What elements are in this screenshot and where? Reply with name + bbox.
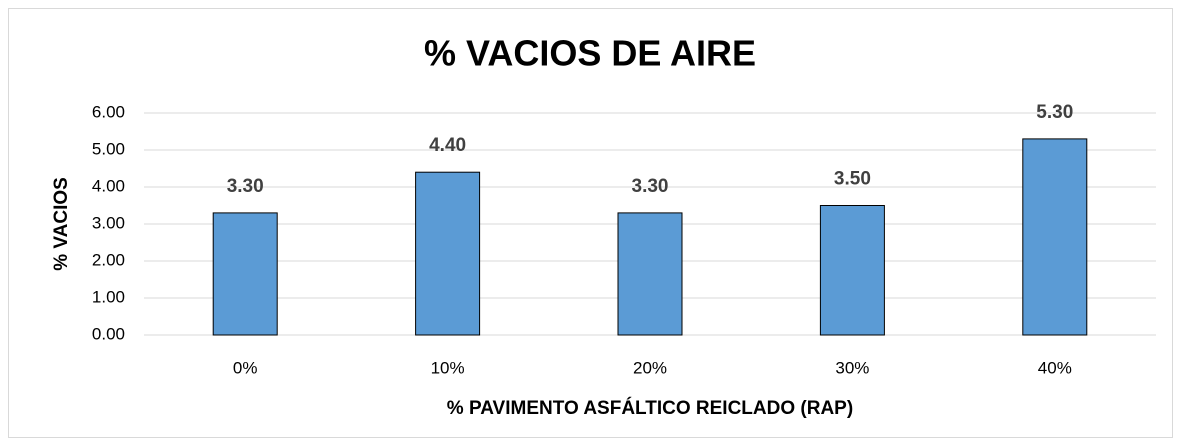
- y-tick-label: 5.00: [92, 139, 125, 158]
- x-tick-label: 10%: [431, 358, 465, 377]
- chart-title: % VACIOS DE AIRE: [424, 33, 756, 74]
- value-label: 3.30: [227, 176, 264, 197]
- y-axis-label: % VACIOS: [51, 177, 72, 271]
- bar: [1022, 138, 1088, 336]
- y-tick-label: 1.00: [92, 287, 125, 306]
- value-label: 5.30: [1036, 102, 1073, 123]
- y-tick-label: 3.00: [92, 213, 125, 232]
- bar: [819, 205, 885, 336]
- bar: [212, 212, 278, 336]
- value-label: 4.40: [429, 135, 466, 156]
- chart-border: [8, 8, 1173, 438]
- y-tick-label: 0.00: [92, 324, 125, 343]
- value-label: 3.50: [834, 169, 871, 190]
- y-tick-label: 6.00: [92, 102, 125, 121]
- bar: [415, 171, 481, 336]
- x-tick-label: 20%: [633, 358, 667, 377]
- x-tick-label: 30%: [835, 358, 869, 377]
- x-tick-label: 40%: [1038, 358, 1072, 377]
- x-axis-label: % PAVIMENTO ASFÁLTICO REICLADO (RAP): [447, 397, 853, 419]
- y-tick-label: 2.00: [92, 250, 125, 269]
- y-tick-label: 4.00: [92, 176, 125, 195]
- value-label: 3.30: [632, 176, 669, 197]
- bar: [617, 212, 683, 336]
- x-tick-label: 0%: [233, 358, 258, 377]
